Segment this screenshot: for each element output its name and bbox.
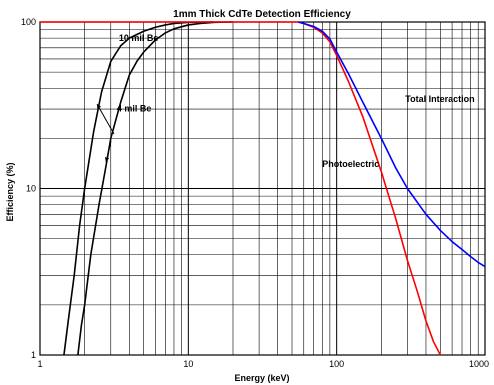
y-tick-label: 1 [31,350,36,360]
grid [39,21,486,356]
y-tick-label: 10 [26,184,36,194]
annotation-leader [96,103,115,135]
annotation-arrows [96,103,115,163]
annotation-label: Total Interaction [405,94,474,104]
y-tick-label: 100 [21,17,36,27]
annotation-label: Photoelectric [322,159,379,169]
series-ten-mil [63,21,215,356]
x-tick-label: 10 [183,359,193,369]
tick-labels: 1 10 100 1000 1 10 100 [21,17,489,369]
x-axis-label: Energy (keV) [234,373,289,383]
annotation-label: 4 mil Be [117,104,152,114]
x-tick-label: 1000 [469,359,489,369]
series-total [297,21,486,268]
series-curves [40,21,486,356]
y-axis-label: Efficiency (%) [5,162,15,221]
arrow-head [97,104,102,109]
annotations: 10 mil Be 4 mil Be Photoelectric Total Inte… [117,33,475,169]
x-tick-label: 1 [37,359,42,369]
series-four-mil [77,21,234,356]
chart-title: 1mm Thick CdTe Detection Efficiency [173,9,351,20]
arrow-head [104,157,110,162]
annotation-label: 10 mil Be [119,33,159,43]
x-tick-label: 100 [329,359,344,369]
